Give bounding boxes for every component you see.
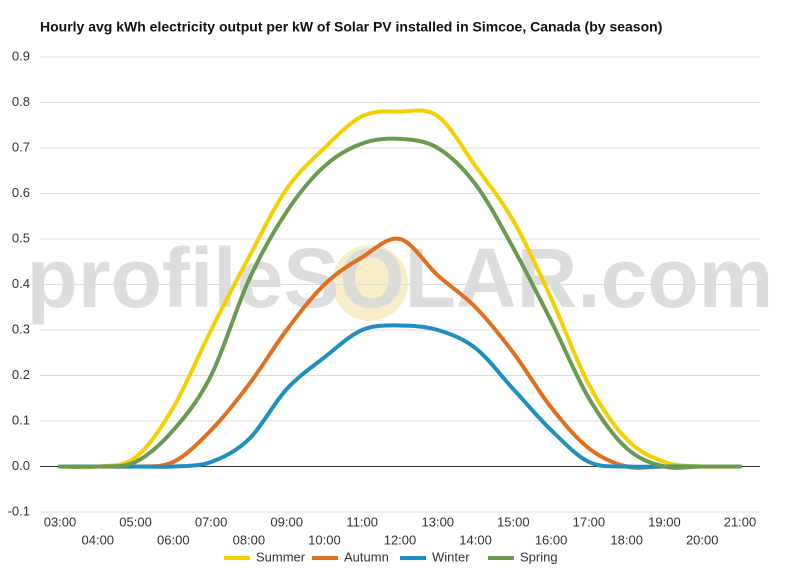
chart-title: Hourly avg kWh electricity output per kW… bbox=[40, 19, 662, 35]
y-tick-label: 0.8 bbox=[12, 94, 30, 109]
y-tick-label: 0.5 bbox=[12, 230, 30, 245]
x-tick-label: 05:00 bbox=[119, 514, 152, 529]
y-tick-label: 0.4 bbox=[12, 276, 30, 291]
x-tick-label: 17:00 bbox=[573, 514, 606, 529]
x-tick-label: 19:00 bbox=[648, 514, 681, 529]
y-tick-label: 0.7 bbox=[12, 139, 30, 154]
y-tick-label: 0.9 bbox=[12, 48, 30, 63]
x-tick-label: 11:00 bbox=[346, 514, 378, 529]
x-tick-label: 15:00 bbox=[497, 514, 530, 529]
watermark: profileSOLAR.com bbox=[27, 231, 774, 325]
y-tick-label: 0.0 bbox=[12, 458, 30, 473]
series-line bbox=[58, 108, 742, 470]
x-tick-label: 16:00 bbox=[535, 532, 568, 547]
legend-label: Summer bbox=[256, 549, 306, 564]
y-tick-label: 0.3 bbox=[12, 321, 30, 336]
legend-label: Winter bbox=[432, 549, 470, 564]
y-tick-label: 0.2 bbox=[12, 367, 30, 382]
x-tick-label: 08:00 bbox=[233, 532, 266, 547]
x-tick-label: 09:00 bbox=[270, 514, 303, 529]
x-tick-label: 20:00 bbox=[686, 532, 719, 547]
x-tick-label: 12:00 bbox=[384, 532, 417, 547]
x-tick-label: 18:00 bbox=[610, 532, 643, 547]
x-tick-label: 03:00 bbox=[44, 514, 77, 529]
y-tick-label: 0.6 bbox=[12, 185, 30, 200]
x-tick-label: 04:00 bbox=[82, 532, 115, 547]
legend-label: Autumn bbox=[344, 549, 389, 564]
x-tick-label: 14:00 bbox=[459, 532, 492, 547]
series-line bbox=[58, 136, 742, 470]
x-tick-label: 06:00 bbox=[157, 532, 190, 547]
x-tick-label: 13:00 bbox=[422, 514, 455, 529]
series-line bbox=[58, 323, 742, 469]
x-tick-label: 07:00 bbox=[195, 514, 228, 529]
x-tick-label: 10:00 bbox=[308, 532, 341, 547]
legend-label: Spring bbox=[520, 549, 558, 564]
x-tick-label: 21:00 bbox=[724, 514, 757, 529]
y-tick-label: -0.1 bbox=[8, 503, 30, 518]
y-tick-label: 0.1 bbox=[12, 412, 30, 427]
